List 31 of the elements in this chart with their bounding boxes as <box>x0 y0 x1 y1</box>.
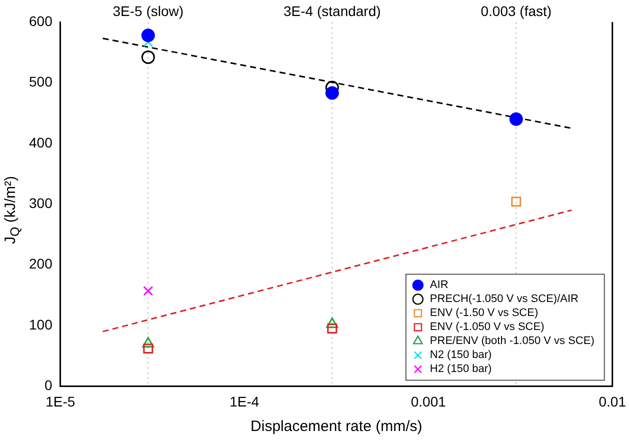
legend-label: ENV (-1.050 V vs SCE) <box>430 321 544 334</box>
point <box>325 86 339 100</box>
y-tick-label: 300 <box>29 194 53 211</box>
point <box>143 286 154 296</box>
legend-label: PRE/ENV (both -1.050 V vs SCE) <box>430 335 594 348</box>
x-tick-label: 1E-4 <box>230 393 260 410</box>
y-tick-label: 200 <box>29 256 53 272</box>
point <box>326 318 338 328</box>
point <box>143 344 154 354</box>
point <box>327 324 338 334</box>
y-tick-label: 600 <box>29 12 53 29</box>
x-tick-label: 0.01 <box>598 393 626 410</box>
y-tick-label: 500 <box>29 74 53 90</box>
legend-label: H2 (150 bar) <box>430 363 492 376</box>
ref-line-label: 3E-5 (slow) <box>112 2 184 19</box>
legend-label: PRECH(-1.050 V vs SCE)/AIR <box>430 293 579 306</box>
point <box>142 336 154 348</box>
y-tick-label: 0 <box>44 377 53 394</box>
ref-line-label: 3E-4 (standard) <box>284 2 381 19</box>
x-axis-title: Displacement rate (mm/s) <box>250 418 422 436</box>
point <box>141 50 155 64</box>
y-tick-label: 400 <box>29 134 53 150</box>
point <box>141 28 155 42</box>
legend-label: ENV (-1.50 V vs SCE) <box>430 307 538 320</box>
y-tick-label: 100 <box>29 316 53 332</box>
point <box>509 112 523 126</box>
legend-label: N2 (150 bar) <box>430 349 492 362</box>
ref-line-label: 0.003 (fast) <box>480 2 552 19</box>
legend-label: AIR <box>430 279 448 292</box>
x-tick-label: 0.001 <box>410 393 446 410</box>
x-tick-label: 1E-5 <box>46 393 76 410</box>
